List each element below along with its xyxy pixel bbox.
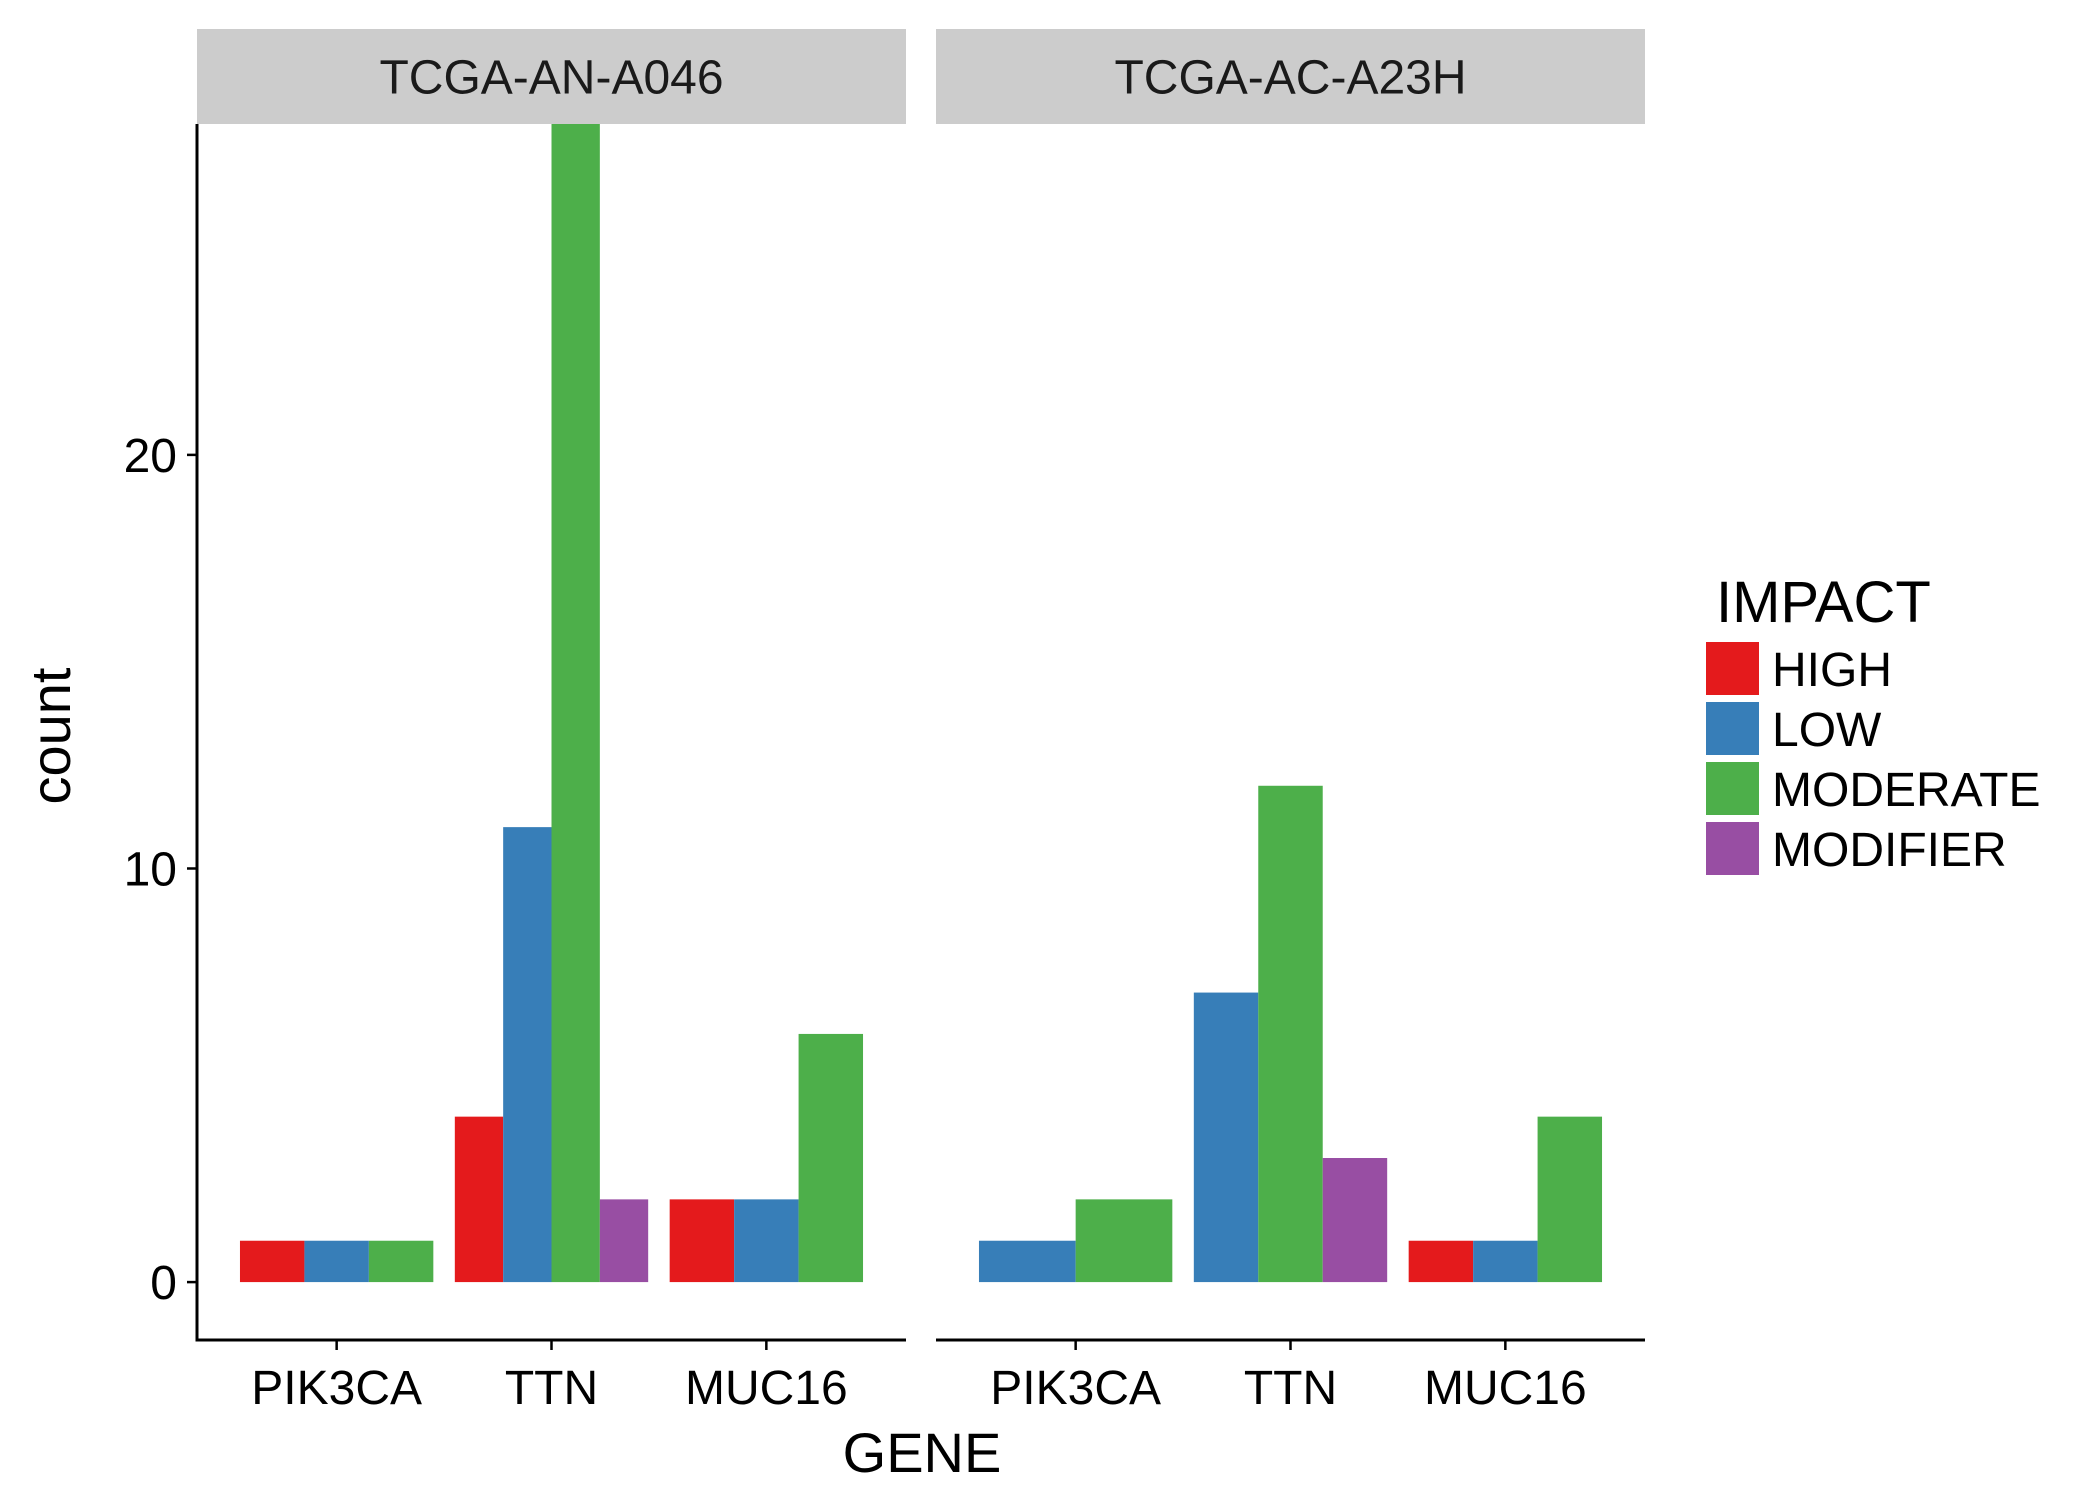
- y-tick-label: 10: [124, 843, 177, 896]
- bar-ttn-modifier: [599, 1199, 649, 1283]
- bar-ttn-moderate: [1258, 785, 1323, 1283]
- facet-panel: TCGA-AN-A046 PIK3CA TTN MUC16: [197, 29, 906, 1415]
- y-axis-title: count: [19, 667, 82, 804]
- y-tick-label: 0: [150, 1257, 177, 1310]
- legend: IMPACT HIGH LOW MODERATE MODIFIER: [1706, 570, 2040, 877]
- facet-strip-label: TCGA-AN-A046: [379, 52, 723, 105]
- bar-pik3ca-moderate: [368, 1240, 434, 1283]
- bar-pik3ca-moderate: [1075, 1199, 1173, 1283]
- legend-swatch: [1706, 822, 1759, 875]
- bar-ttn-moderate: [551, 124, 600, 1283]
- x-tick-label: MUC16: [1424, 1362, 1587, 1415]
- legend-label: LOW: [1772, 704, 1882, 757]
- legend-title: IMPACT: [1716, 570, 1931, 635]
- bar-muc16-moderate: [1537, 1116, 1603, 1283]
- legend-swatch: [1706, 702, 1759, 755]
- panels-layer: TCGA-AN-A046 PIK3CA TTN MUC16 TCGA-AC-A23H PI…: [124, 29, 1645, 1415]
- x-axis-title: GENE: [843, 1421, 1002, 1484]
- legend-item-moderate: MODERATE: [1706, 762, 2040, 817]
- x-tick-label: TTN: [505, 1362, 598, 1415]
- legend-label: MODERATE: [1772, 764, 2040, 817]
- bar-pik3ca-low: [304, 1240, 369, 1283]
- bar-pik3ca-low: [978, 1240, 1076, 1283]
- legend-swatch: [1706, 762, 1759, 815]
- legend-item-modifier: MODIFIER: [1706, 822, 2007, 877]
- bar-muc16-low: [1473, 1240, 1538, 1283]
- facet-panel: TCGA-AC-A23H PIK3CA TTN MUC16: [936, 29, 1645, 1415]
- bar-pik3ca-high: [239, 1240, 305, 1283]
- bar-muc16-high: [1408, 1240, 1474, 1283]
- bar-muc16-moderate: [798, 1033, 864, 1283]
- bar-muc16-high: [669, 1199, 735, 1283]
- y-tick-label: 20: [124, 430, 177, 483]
- x-tick-label: PIK3CA: [251, 1362, 422, 1415]
- legend-label: MODIFIER: [1772, 824, 2007, 877]
- bar-ttn-modifier: [1322, 1158, 1388, 1283]
- bar-ttn-low: [503, 827, 552, 1283]
- facet-strip: [936, 29, 1645, 124]
- x-tick-label: MUC16: [685, 1362, 848, 1415]
- legend-entries: HIGH LOW MODERATE MODIFIER: [1706, 642, 2040, 877]
- legend-swatch: [1706, 642, 1759, 695]
- bar-ttn-low: [1193, 992, 1259, 1283]
- facet-strip: [197, 29, 906, 124]
- x-tick-label: PIK3CA: [990, 1362, 1161, 1415]
- legend-item-low: LOW: [1706, 702, 1882, 757]
- legend-label: HIGH: [1772, 644, 1892, 697]
- facet-strip-label: TCGA-AC-A23H: [1114, 52, 1466, 105]
- bar-ttn-high: [454, 1116, 504, 1283]
- legend-item-high: HIGH: [1706, 642, 1892, 697]
- bar-muc16-low: [734, 1199, 799, 1283]
- y-axis: 0 10 20: [124, 124, 199, 1342]
- x-tick-label: TTN: [1244, 1362, 1337, 1415]
